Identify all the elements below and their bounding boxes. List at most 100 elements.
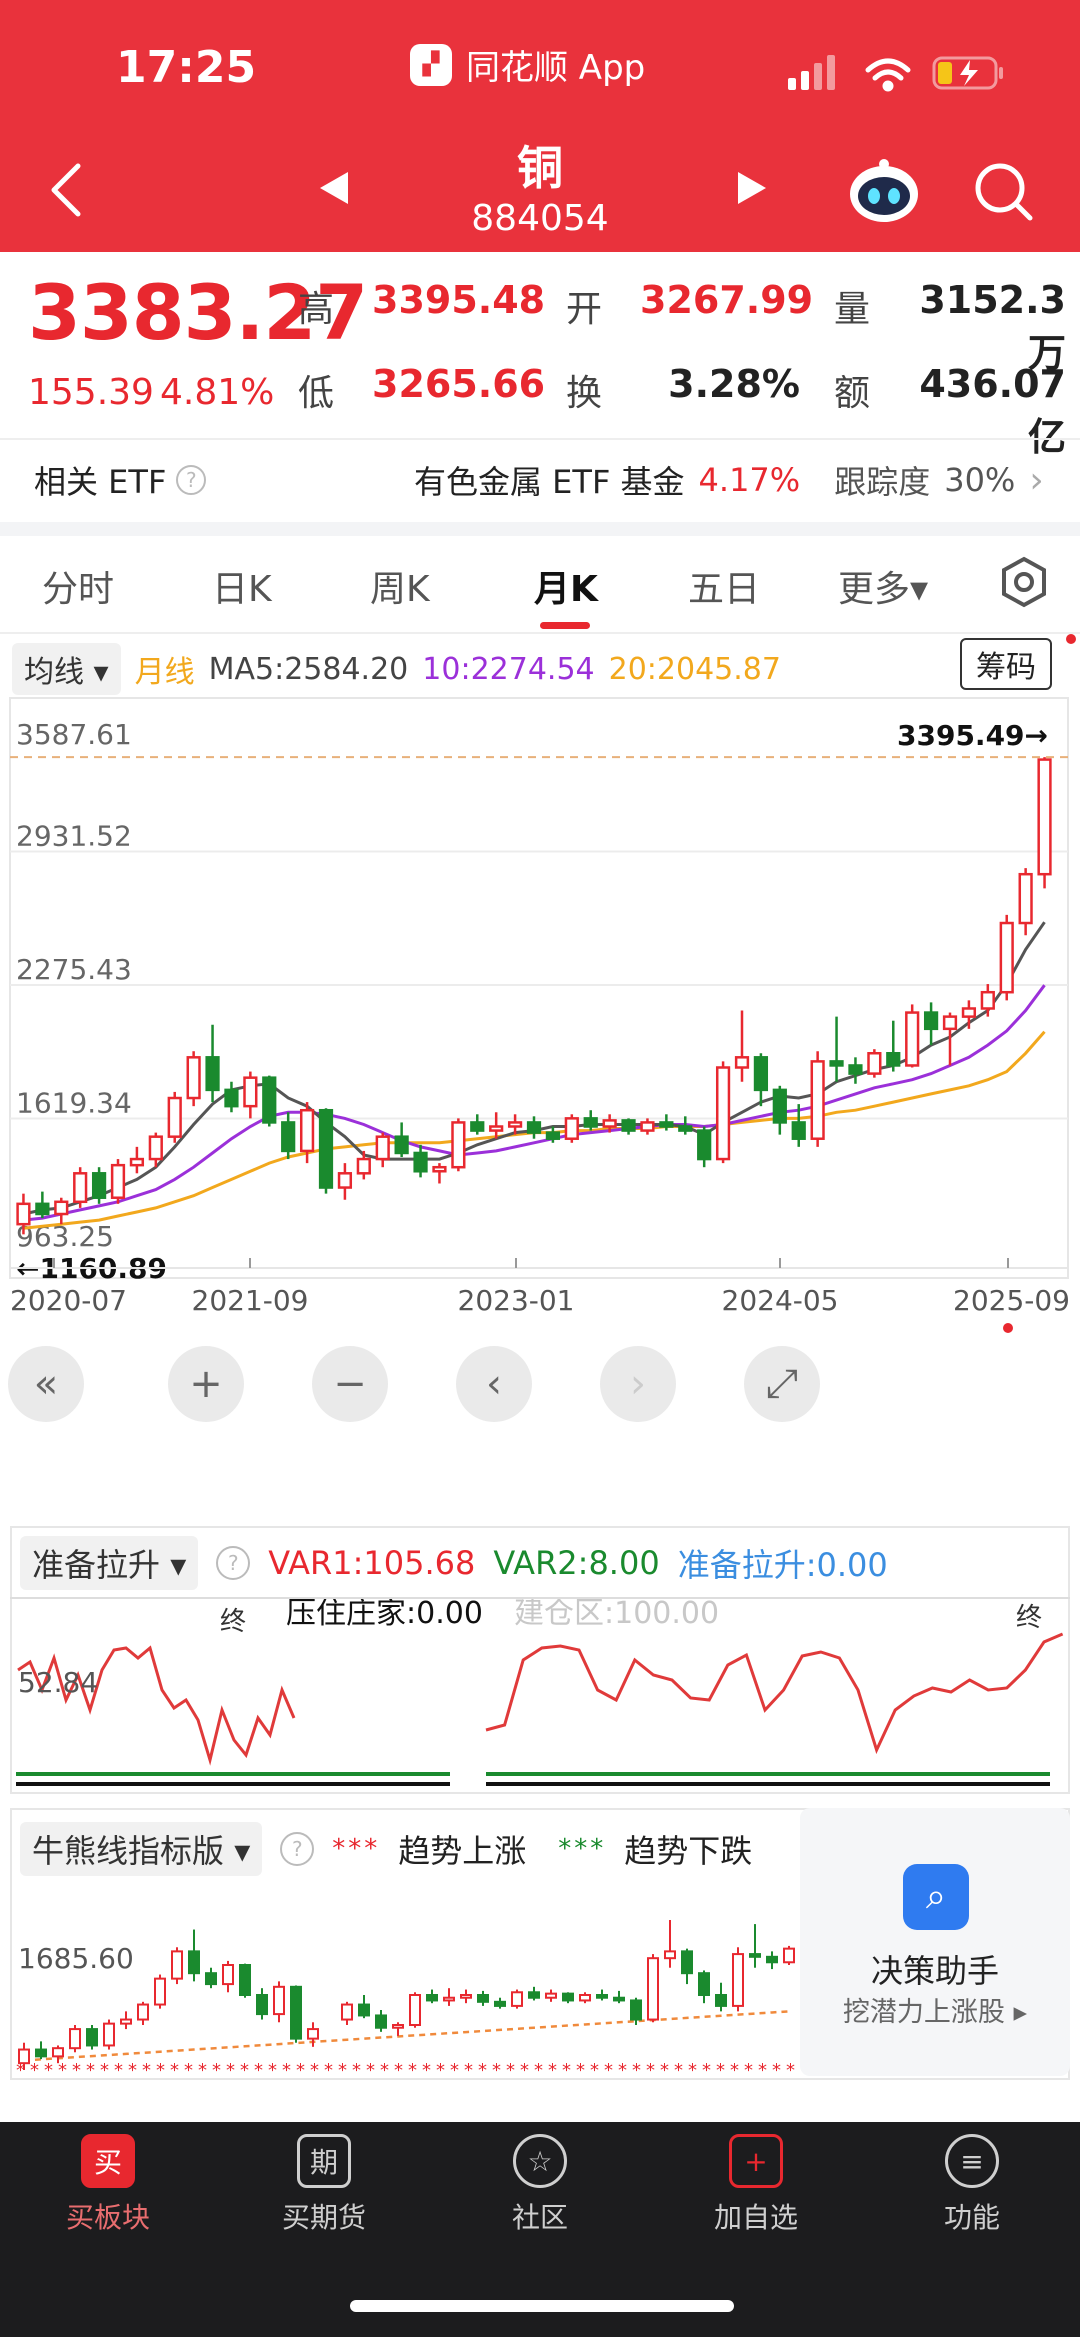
mini-candle [630, 1997, 642, 2025]
mini-candle-body [409, 1994, 421, 2026]
chips-button[interactable]: 筹码 [960, 638, 1052, 690]
help-icon[interactable]: ? [216, 1546, 251, 1580]
candle [715, 1061, 731, 1164]
buy-icon: 买 [81, 2134, 135, 2188]
app-return-pill[interactable]: ▞ 同花顺 App [410, 40, 645, 89]
prev-stock-icon[interactable] [316, 168, 352, 208]
search-icon[interactable] [972, 160, 1036, 224]
mini-candle-body [443, 1996, 455, 2002]
candle [299, 1102, 315, 1164]
help-icon[interactable]: ? [176, 465, 207, 495]
candle-body [999, 921, 1014, 994]
home-indicator [350, 2300, 734, 2312]
low-value: 3265.66 [372, 362, 546, 406]
trend-up-star: * [226, 2060, 235, 2080]
y-tick-label: 3587.61 [16, 718, 132, 751]
mini-candle-body [681, 1950, 693, 1975]
trend-up-star: * [198, 2060, 207, 2080]
nav-buy-futures[interactable]: 期 买期货 [254, 2134, 394, 2236]
high-marker-label: 3395.49→ [897, 719, 1048, 752]
help-icon[interactable]: ? [280, 1832, 315, 1866]
tab-monthly-k[interactable]: 月K [534, 569, 598, 610]
tab-intraday[interactable]: 分时 [42, 569, 115, 610]
zoom-out-button[interactable]: − [312, 1346, 388, 1422]
candle [54, 1197, 69, 1225]
settings-hex-icon[interactable] [998, 556, 1050, 608]
mini-candle [409, 1992, 421, 2028]
candle-body [167, 1096, 182, 1138]
tab-more[interactable]: 更多▾ [838, 569, 929, 610]
ma-dropdown[interactable]: 均线 ▾ [12, 643, 121, 695]
scroll-left-fast-button[interactable]: « [8, 1346, 84, 1422]
assistant-title: 决策助手 [870, 1952, 999, 1990]
candle-body [659, 1121, 674, 1128]
indicator2-dropdown[interactable]: 牛熊线指标版 ▾ [20, 1822, 263, 1876]
main-kline-chart[interactable]: 3587.61 2931.52 2275.43 1619.34 963.25 3395.4… [0, 692, 1080, 1522]
mini-candle [766, 1951, 778, 1970]
nav-add-watchlist[interactable]: + 加自选 [686, 2134, 826, 2236]
candle [999, 914, 1014, 1001]
trend-up-star: * [338, 2060, 347, 2080]
indicator1-chart: 52.84 终 终 [10, 1597, 1070, 1786]
mini-candle-body [766, 1955, 778, 1964]
scroll-right-button[interactable]: › [600, 1346, 676, 1422]
etf-fund[interactable]: 有色金属 ETF 基金 4.17% 跟踪度 30% › [414, 440, 1044, 520]
tab-daily-k[interactable]: 日K [212, 569, 272, 610]
mini-candle [358, 1995, 370, 2019]
zoom-in-button[interactable]: + [168, 1346, 244, 1422]
tab-five-day[interactable]: 五日 [688, 569, 761, 610]
candle-body [942, 1015, 958, 1031]
candle-body [243, 1076, 258, 1108]
candle-body [526, 1121, 542, 1134]
nav-community[interactable]: ☆ 社区 [470, 2134, 610, 2236]
candle-body [507, 1121, 523, 1128]
tab-weekly-k[interactable]: 周K [370, 569, 430, 610]
turnover-label: 换 [566, 373, 603, 414]
price-change: 155.39 [28, 372, 154, 413]
indicator1-dropdown[interactable]: 准备拉升 ▾ [20, 1536, 199, 1590]
mini-candle [562, 1992, 574, 2004]
fullscreen-button[interactable]: ⤢ [744, 1346, 820, 1422]
decision-assistant-card[interactable]: ⌕ 决策助手 挖潜力上涨股 ▸ [800, 1808, 1070, 2076]
candle [432, 1163, 447, 1184]
candle-body [810, 1060, 825, 1140]
next-stock-icon[interactable] [734, 168, 770, 208]
mini-candle [188, 1929, 200, 1982]
candle [659, 1114, 674, 1131]
menu-icon: ≡ [945, 2134, 999, 2188]
related-etf[interactable]: 相关 ETF ? [34, 440, 207, 520]
ma5-line [23, 921, 1046, 1216]
amount-value: 436.07亿 [919, 362, 1066, 459]
mini-candle-body [460, 1994, 472, 1999]
mini-candle [613, 1990, 625, 2004]
nav-label: 买期货 [281, 2201, 366, 2234]
battery-icon [932, 56, 1003, 90]
candle-body [867, 1052, 882, 1075]
trend-up-star: * [240, 2060, 249, 2080]
indicator-panel-1 [10, 1526, 1070, 1794]
nav-buy-sector[interactable]: 买 买板块 [38, 2134, 178, 2236]
scroll-left-button[interactable]: ‹ [456, 1346, 532, 1422]
mini-candle-body [528, 1991, 540, 1999]
back-icon[interactable] [46, 160, 86, 220]
candle [470, 1114, 485, 1135]
mini-candle [103, 2019, 115, 2050]
trend-up-star: * [44, 2060, 53, 2080]
mini-candle [137, 2001, 149, 2025]
magnifier-person-icon: ⌕ [903, 1864, 969, 1930]
trend-up-star: * [380, 2060, 389, 2080]
trend-up-star: * [128, 2060, 137, 2080]
trend-up-star: * [604, 2060, 613, 2080]
mini-candle [511, 1989, 523, 2009]
robot-assistant-icon[interactable] [846, 158, 922, 224]
candle-body [129, 1157, 145, 1167]
trend-up-star: * [408, 2060, 417, 2080]
nav-functions[interactable]: ≡ 功能 [902, 2134, 1042, 2236]
trend-up-star: * [394, 2060, 403, 2080]
candle [1018, 868, 1033, 936]
mini-candle [222, 1960, 234, 1993]
candle [356, 1150, 371, 1180]
indicator1-y-label: 52.84 [18, 1666, 98, 1699]
candle [91, 1167, 107, 1204]
trend-up-star: * [156, 2060, 165, 2080]
